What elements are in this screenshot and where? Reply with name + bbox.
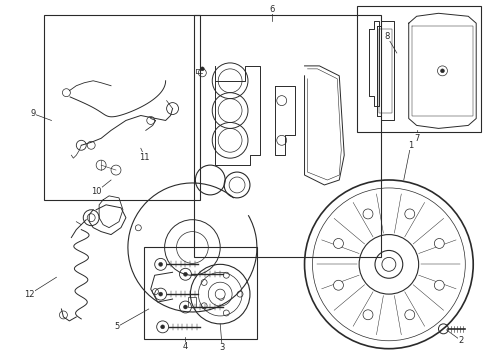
Text: 3: 3: [220, 343, 225, 352]
Circle shape: [441, 69, 444, 73]
Circle shape: [382, 257, 396, 271]
Text: 8: 8: [384, 32, 390, 41]
Text: 6: 6: [269, 5, 274, 14]
Text: 2: 2: [459, 336, 464, 345]
Circle shape: [405, 209, 415, 219]
Bar: [189, 297, 196, 307]
Circle shape: [159, 262, 163, 266]
Circle shape: [434, 238, 444, 248]
Circle shape: [161, 325, 165, 329]
Text: 11: 11: [140, 153, 150, 162]
Bar: [357, 6, 481, 132]
Text: 12: 12: [24, 289, 35, 298]
Text: 5: 5: [114, 322, 120, 331]
Circle shape: [215, 289, 225, 299]
Circle shape: [363, 209, 373, 219]
Circle shape: [183, 305, 188, 309]
Circle shape: [363, 310, 373, 320]
Circle shape: [183, 272, 188, 276]
Bar: [195, 15, 381, 257]
Text: 9: 9: [30, 109, 35, 118]
Circle shape: [334, 280, 343, 290]
Text: 7: 7: [414, 134, 419, 143]
Bar: [144, 247, 257, 339]
Circle shape: [200, 67, 204, 71]
Text: 1: 1: [408, 141, 414, 150]
Text: 10: 10: [91, 188, 101, 197]
Text: 4: 4: [183, 342, 188, 351]
Circle shape: [405, 310, 415, 320]
Circle shape: [434, 280, 444, 290]
Circle shape: [159, 292, 163, 296]
Bar: [44, 15, 200, 200]
Circle shape: [334, 238, 343, 248]
